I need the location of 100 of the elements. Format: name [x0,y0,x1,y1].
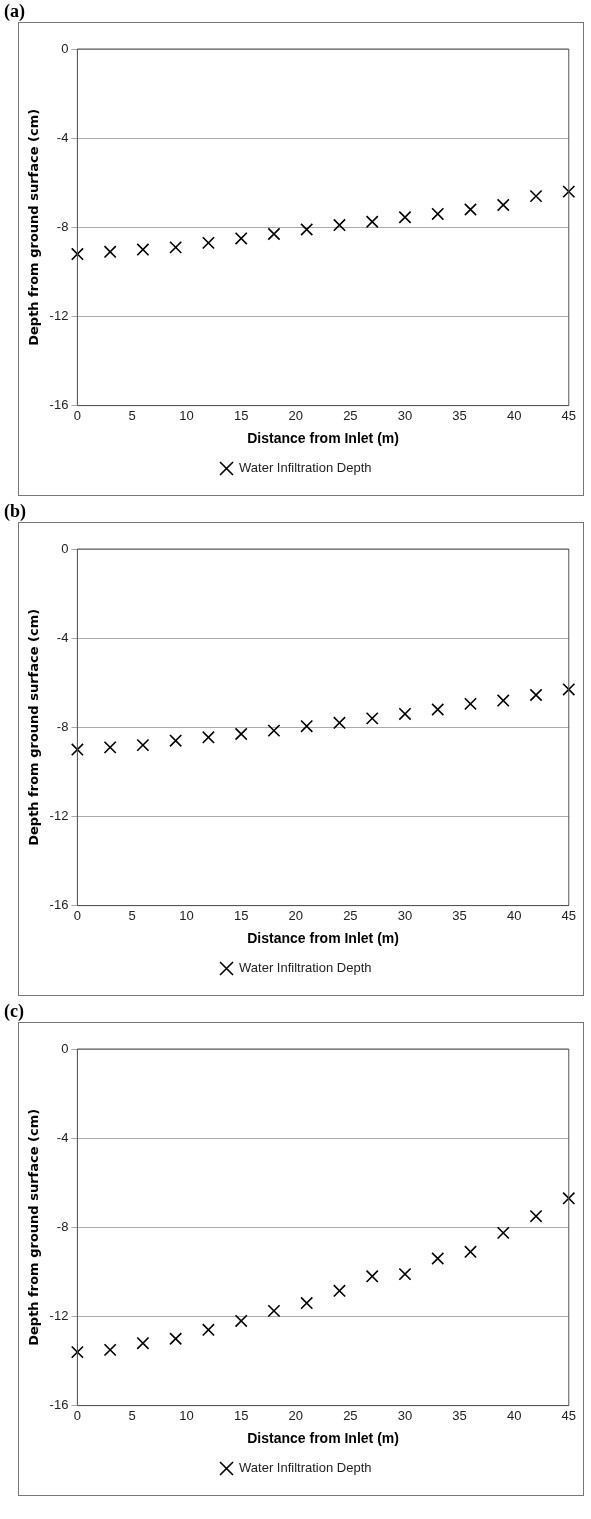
x-axis-title: Distance from Inlet (m) [247,930,399,947]
y-tick-label: -16 [49,1397,69,1413]
x-tick-label: 45 [561,907,576,923]
legend-label: Water Infiltration Depth [239,460,372,476]
y-tick-label: -4 [56,1129,69,1145]
point [562,1191,576,1205]
y-tick-label: -12 [49,308,69,324]
x-tick-label: 5 [128,907,136,923]
point [103,245,117,259]
point [496,198,510,212]
x-tick-label: 30 [397,407,413,423]
point [333,218,346,232]
x-tick-label: 5 [128,407,136,423]
point [136,1336,150,1350]
point [169,1332,183,1346]
x-tick-label: 20 [288,907,304,923]
point [267,724,281,738]
chart-title: (b) [3,500,27,522]
x-tick-label: 35 [452,907,467,923]
legend-label: Water Infiltration Depth [239,960,372,976]
point [70,1345,84,1359]
point [398,707,412,721]
x-tick-label: 20 [288,1407,304,1423]
point [234,231,248,245]
y-tick-label: -8 [56,1218,69,1234]
y-tick-label: 0 [61,40,69,56]
x-tick-label: 30 [397,907,413,923]
point [234,727,248,741]
x-tick-label: 0 [73,407,82,423]
y-tick-label: -4 [56,129,69,145]
x-tick-label: 5 [128,1407,136,1423]
x-tick-label: 0 [73,907,82,923]
point [136,738,150,752]
y-tick-label: 0 [61,540,69,556]
chart-title: (c) [3,1000,25,1022]
point [300,719,314,733]
y-tick-label: -16 [49,897,69,913]
point [464,697,477,711]
x-tick-label: 10 [179,1407,194,1423]
point [496,694,510,708]
y-tick-label: -4 [56,629,69,645]
point [464,1245,477,1259]
legend-label: Water Infiltration Depth [239,1460,372,1476]
x-tick-label: 45 [561,1407,576,1423]
x-tick-label: 40 [506,907,522,923]
point [398,1267,412,1281]
y-axis-title: Depth from ground surface (cm) [26,108,42,346]
x-tick-label: 40 [506,407,522,423]
y-tick-label: 0 [61,1040,69,1056]
x-tick-label: 35 [452,1407,467,1423]
x-tick-label: 25 [343,1407,358,1423]
x-tick-label: 15 [233,1407,249,1423]
x-tick-label: 15 [233,407,249,423]
point [267,227,281,241]
point [103,1343,117,1357]
point [529,1209,543,1223]
point [333,1284,346,1298]
x-tick-label: 10 [179,907,194,923]
y-tick-label: -12 [49,1308,69,1324]
x-tick-label: 35 [452,407,467,423]
point [201,236,215,250]
x-tick-label: 0 [73,1407,82,1423]
point [562,682,576,696]
point [70,247,84,261]
point [365,1269,379,1283]
point [201,1323,215,1337]
point [464,203,477,216]
point [431,207,445,221]
point [529,189,543,203]
x-tick-label: 30 [397,1407,413,1423]
point [333,716,346,730]
point [169,734,183,748]
x-tick-label: 40 [506,1407,522,1423]
point [70,743,84,757]
point [431,703,445,716]
point [103,740,117,754]
point [300,1296,314,1310]
point [398,210,412,224]
point [136,243,150,257]
point [234,1314,248,1328]
point [365,215,379,229]
x-tick-label: 15 [233,907,249,923]
x-tick-label: 45 [561,407,576,423]
point [169,240,183,254]
y-tick-label: -8 [56,218,69,234]
chart-title: (a) [3,0,26,22]
x-axis-title: Distance from Inlet (m) [247,430,399,447]
x-tick-label: 25 [343,407,358,423]
y-axis-title: Depth from ground surface (cm) [26,1108,42,1346]
x-tick-label: 10 [179,407,194,423]
y-axis-title: Depth from ground surface (cm) [26,608,42,846]
point [529,688,543,702]
point [300,223,314,236]
x-axis-title: Distance from Inlet (m) [247,1430,399,1447]
y-tick-label: -12 [49,808,69,824]
x-tick-label: 20 [288,407,304,423]
point [496,1226,510,1240]
point [562,185,576,199]
y-tick-label: -8 [56,718,69,734]
x-tick-label: 25 [343,907,358,923]
